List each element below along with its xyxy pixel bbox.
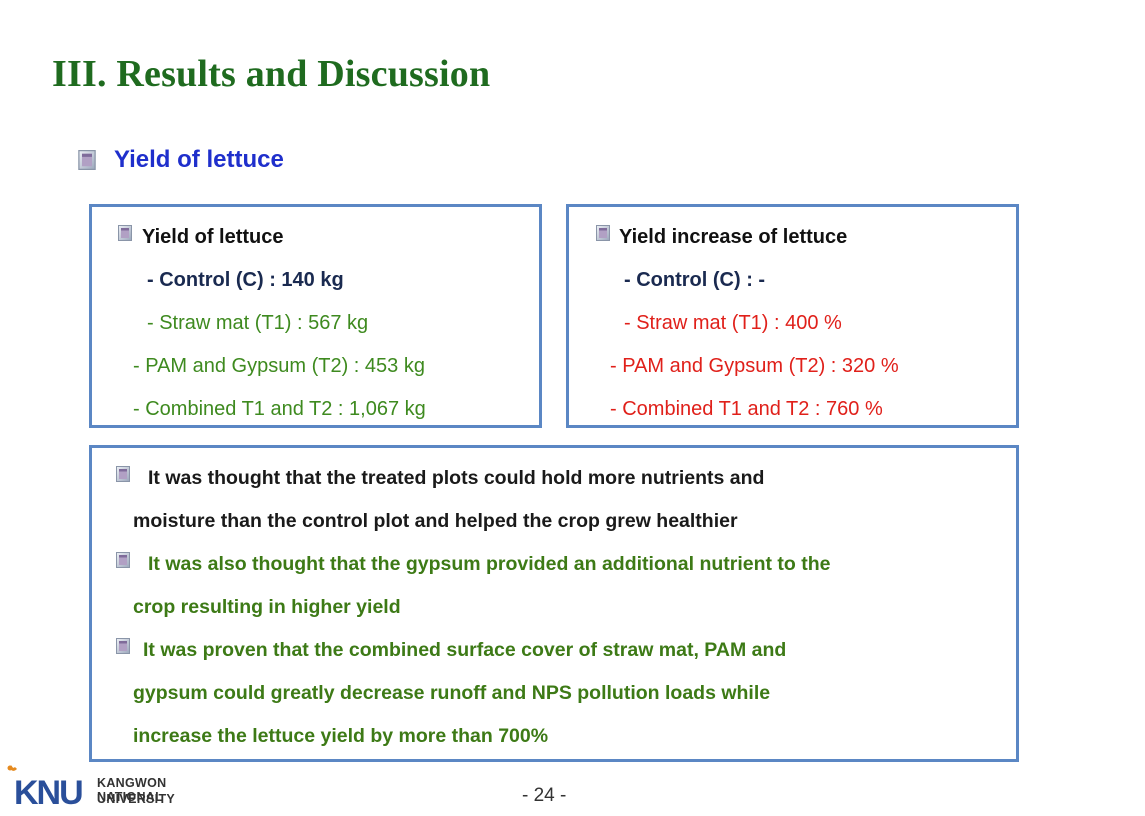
bullet-icon: [118, 225, 132, 241]
increase-control: - Control (C) : -: [624, 269, 766, 291]
note-1-line-2: moisture than the control plot and helpe…: [133, 510, 738, 532]
yield-pam-gypsum: - PAM and Gypsum (T2) : 453 kg: [133, 355, 425, 377]
logo-line-2: UNIVERSITY: [97, 792, 176, 806]
note-3-line-1: It was proven that the combined surface …: [143, 639, 787, 661]
section-heading: Yield of lettuce: [78, 146, 284, 174]
yield-straw-mat: - Straw mat (T1) : 567 kg: [147, 312, 369, 334]
yield-box: Yield of lettuce - Control (C) : 140 kg …: [89, 204, 542, 428]
bullet-icon: [596, 225, 610, 241]
yield-box-heading: Yield of lettuce: [142, 226, 284, 248]
yield-increase-box: Yield increase of lettuce - Control (C) …: [566, 204, 1019, 428]
university-logo: KNU KANGWON NATIONAL UNIVERSITY: [6, 762, 196, 812]
increase-combined: - Combined T1 and T2 : 760 %: [610, 398, 883, 420]
note-3-line-3: increase the lettuce yield by more than …: [133, 725, 549, 747]
bullet-icon: [116, 638, 130, 654]
section-bullet-icon: [78, 150, 96, 170]
increase-box-heading: Yield increase of lettuce: [619, 226, 848, 248]
knu-logo-icon: KNU: [7, 765, 84, 812]
note-2-line-1: It was also thought that the gypsum prov…: [148, 553, 831, 575]
increase-pam-gypsum: - PAM and Gypsum (T2) : 320 %: [610, 355, 899, 377]
logo-mark: KNU: [14, 774, 82, 810]
note-2-line-2: crop resulting in higher yield: [133, 596, 401, 618]
section-heading-text: Yield of lettuce: [114, 146, 284, 173]
bullet-icon: [116, 466, 130, 482]
note-3-line-2: gypsum could greatly decrease runoff and…: [133, 682, 771, 704]
note-1-line-1: It was thought that the treated plots co…: [148, 467, 765, 489]
increase-straw-mat: - Straw mat (T1) : 400 %: [624, 312, 842, 334]
logo-line-1: KANGWON NATIONAL: [97, 776, 167, 804]
yield-control: - Control (C) : 140 kg: [147, 269, 344, 291]
bullet-icon: [116, 552, 130, 568]
page-title: III. Results and Discussion: [52, 53, 491, 95]
yield-combined: - Combined T1 and T2 : 1,067 kg: [133, 398, 426, 420]
page-number: - 24 -: [522, 785, 567, 806]
discussion-box: It was thought that the treated plots co…: [89, 445, 1019, 762]
